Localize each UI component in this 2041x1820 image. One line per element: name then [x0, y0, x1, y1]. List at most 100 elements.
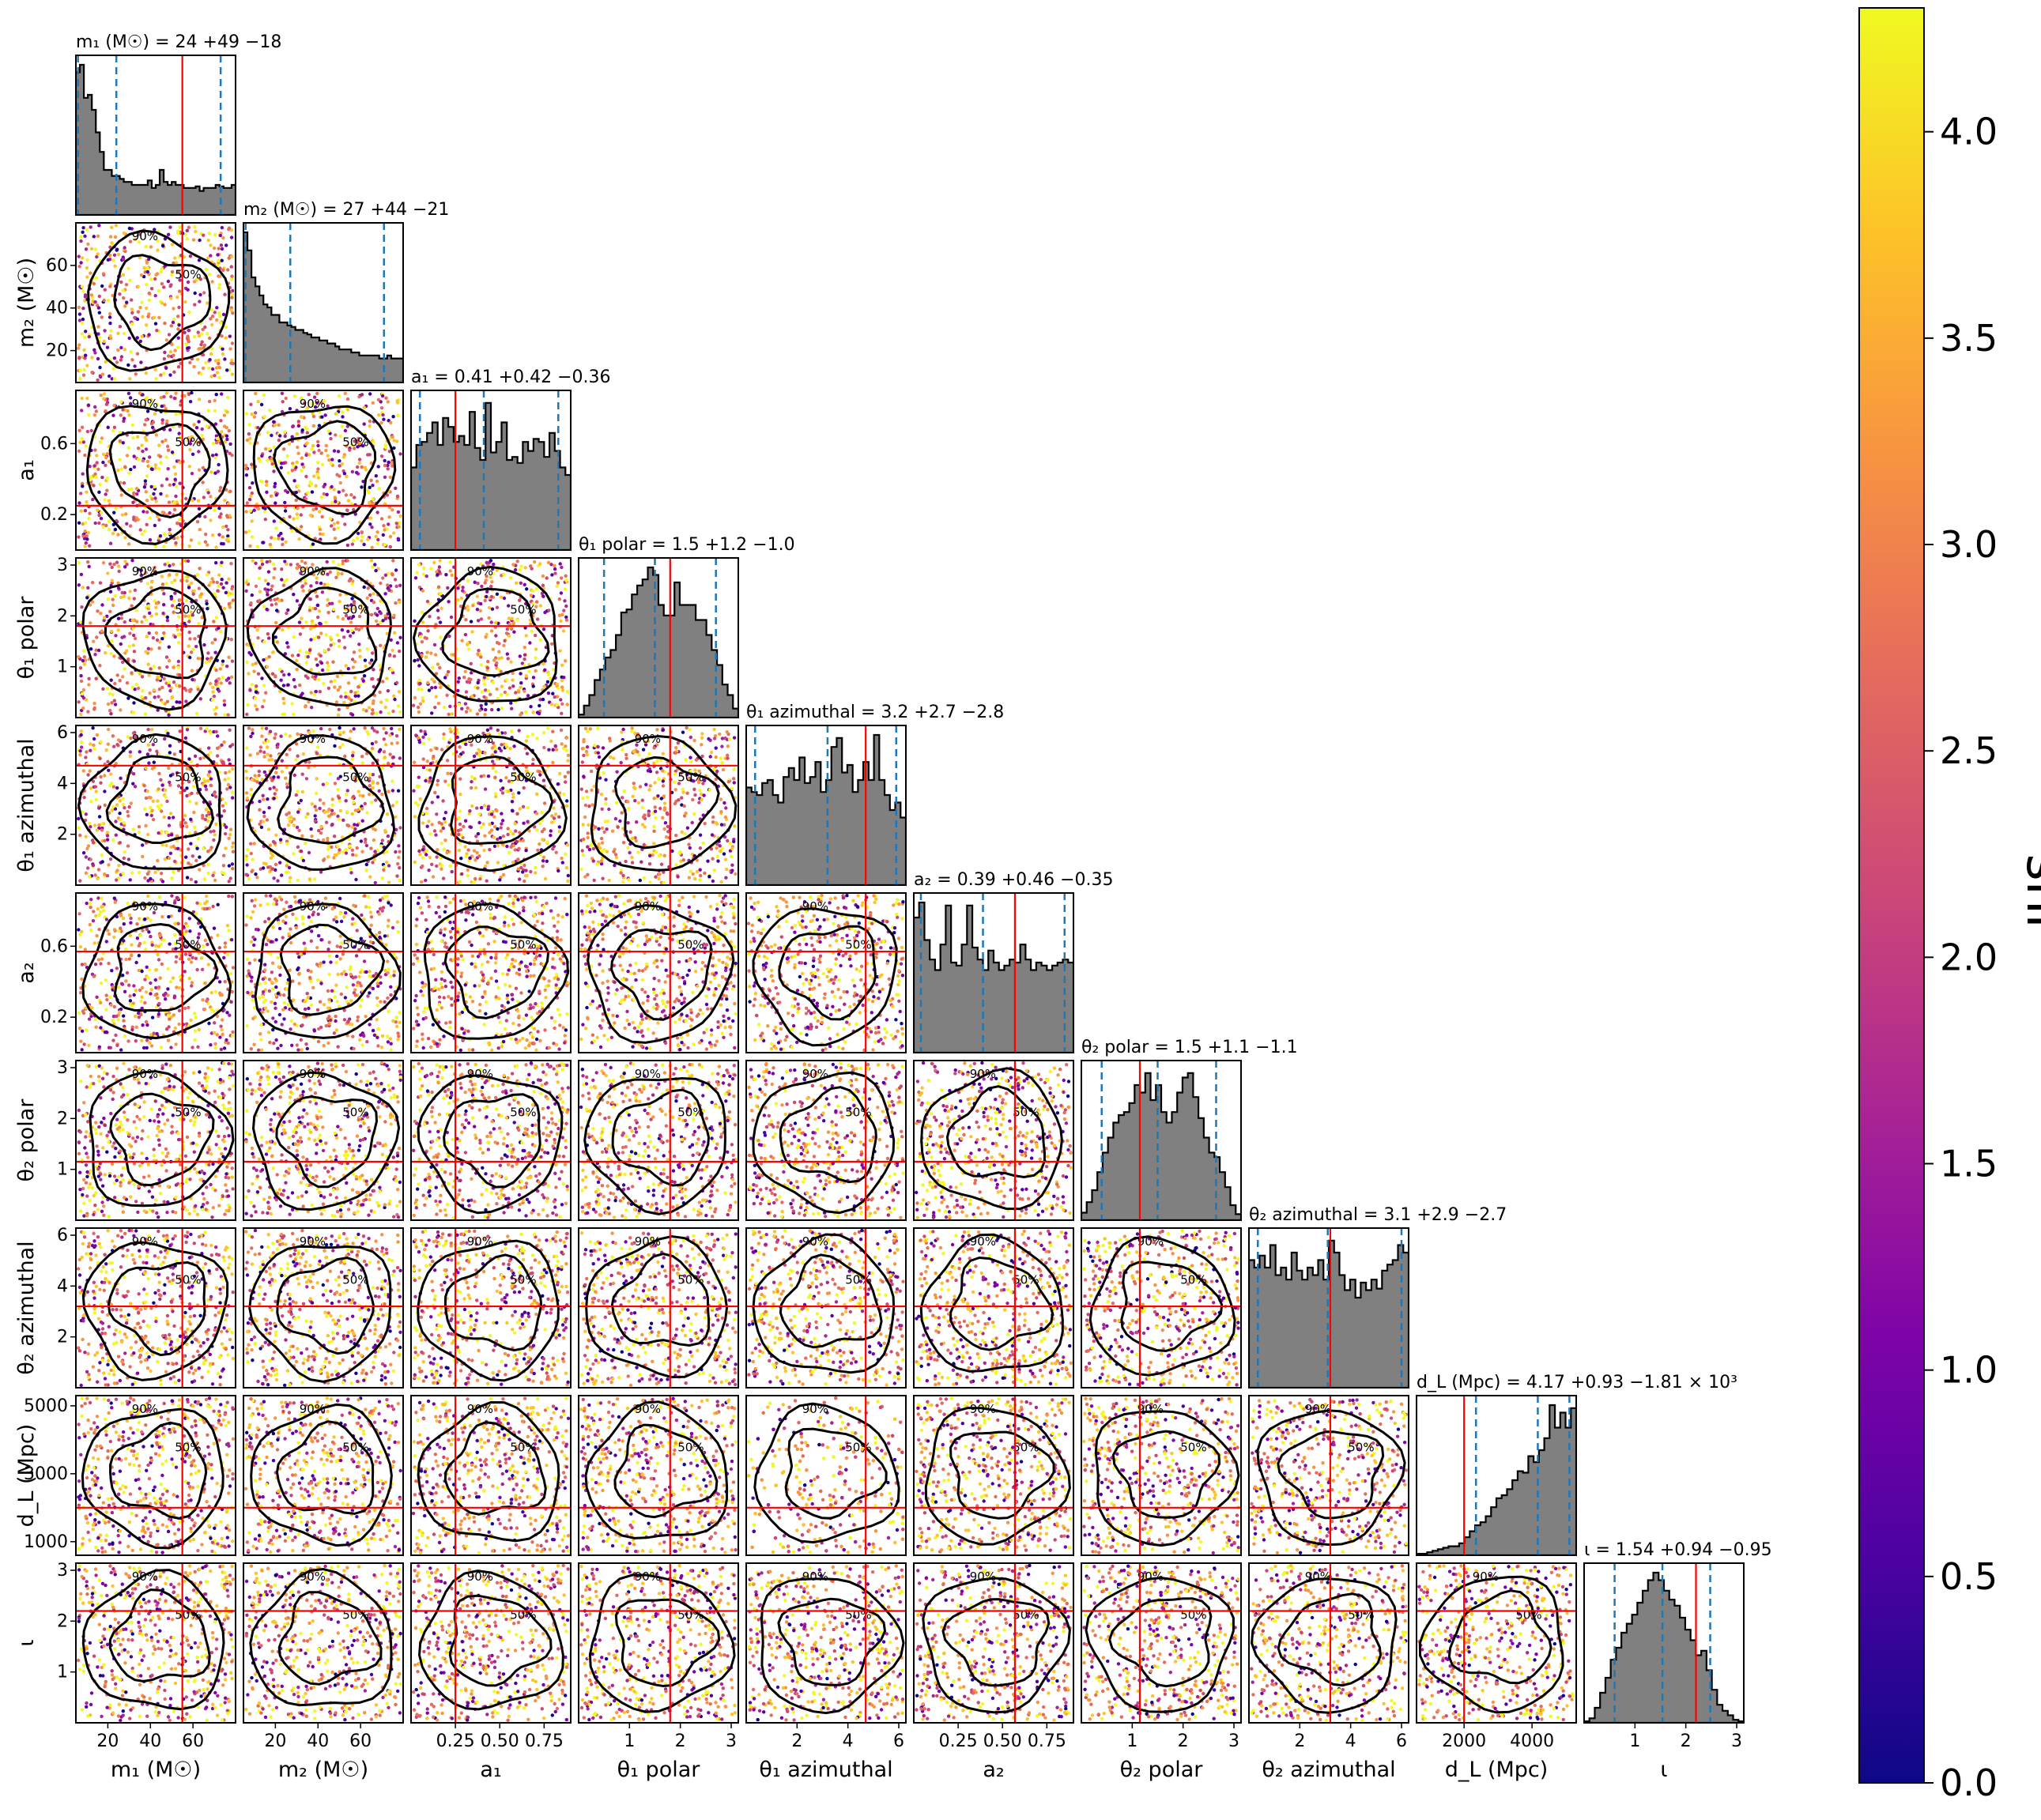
sample-point	[79, 733, 83, 737]
sample-point	[79, 239, 83, 243]
sample-point	[425, 650, 429, 654]
sample-point	[555, 682, 559, 686]
sample-point	[536, 617, 540, 621]
sample-point	[96, 648, 101, 653]
sample-point	[229, 265, 233, 269]
sample-point	[254, 661, 258, 665]
sample-point	[493, 750, 497, 754]
sample-point	[216, 734, 220, 738]
sample-point	[114, 507, 118, 511]
sample-point	[126, 857, 131, 861]
sample-point	[116, 533, 120, 537]
sample-point	[385, 631, 389, 635]
sample-point	[110, 241, 114, 245]
sample-point	[148, 700, 153, 704]
sample-point	[330, 845, 334, 850]
sample-point	[99, 774, 103, 779]
sample-point	[266, 797, 270, 801]
sample-point	[142, 784, 146, 788]
sample-point	[177, 431, 181, 435]
sample-point	[533, 825, 537, 829]
sample-point	[652, 829, 656, 834]
sample-point	[136, 686, 141, 691]
sample-point	[159, 778, 163, 782]
sample-point	[125, 563, 129, 567]
y-tick-label: 6	[57, 723, 68, 743]
sample-point	[100, 853, 104, 857]
sample-point	[379, 420, 383, 425]
sample-point	[191, 592, 195, 596]
sample-point	[105, 452, 110, 456]
sample-point	[105, 831, 110, 835]
sample-point	[231, 796, 235, 800]
sample-point	[274, 501, 277, 505]
sample-point	[523, 657, 526, 661]
sample-point	[373, 880, 377, 885]
sample-point	[523, 653, 527, 657]
sample-point	[468, 708, 473, 712]
sample-point	[206, 862, 210, 867]
sample-point	[415, 571, 419, 575]
sample-point	[417, 688, 421, 691]
sample-point	[159, 269, 163, 274]
sample-point	[489, 692, 492, 696]
sample-point	[383, 705, 387, 710]
sample-point	[175, 834, 179, 838]
sample-point	[162, 356, 167, 361]
sample-point	[546, 673, 551, 676]
sample-point	[412, 789, 416, 793]
sample-point	[264, 483, 269, 488]
sample-point	[185, 767, 190, 771]
sample-point	[164, 830, 168, 835]
sample-point	[310, 490, 315, 494]
sample-point	[561, 629, 566, 633]
sample-point	[484, 864, 488, 869]
sample-point	[86, 710, 90, 714]
sample-point	[129, 801, 133, 805]
sample-point	[588, 844, 592, 848]
sample-point	[79, 509, 83, 513]
sample-point	[713, 734, 718, 738]
sample-point	[250, 593, 254, 597]
sample-point	[145, 789, 149, 793]
sample-point	[191, 785, 196, 789]
sample-point	[345, 397, 350, 401]
sample-point	[183, 813, 187, 818]
sample-point	[165, 419, 169, 423]
sample-point	[485, 666, 490, 670]
sample-point	[640, 823, 645, 827]
sample-point	[343, 391, 347, 395]
sample-point	[346, 667, 350, 671]
sample-point	[507, 850, 511, 855]
sample-point	[148, 691, 152, 695]
sample-point	[205, 601, 209, 606]
sample-point	[299, 733, 303, 737]
sample-point	[198, 855, 202, 859]
sample-point	[556, 869, 560, 873]
sample-point	[263, 507, 267, 511]
contour-50	[104, 586, 206, 680]
sample-point	[123, 620, 126, 624]
sample-point	[466, 605, 470, 609]
sample-point	[89, 475, 93, 479]
sample-point	[265, 590, 270, 594]
sample-point	[392, 613, 396, 617]
sample-point	[160, 582, 165, 586]
sample-point	[194, 229, 198, 234]
sample-point	[77, 501, 81, 505]
sample-point	[326, 847, 330, 851]
sample-point	[257, 457, 261, 461]
sample-point	[336, 572, 340, 576]
sample-point	[436, 616, 440, 620]
sample-point	[430, 862, 434, 867]
sample-point	[290, 529, 294, 533]
sample-point	[108, 333, 112, 338]
sample-point	[254, 561, 258, 565]
sample-point	[143, 876, 147, 880]
sample-point	[396, 861, 400, 866]
sample-point	[345, 789, 349, 793]
panel-frame	[75, 390, 236, 551]
sample-point	[160, 281, 164, 286]
sample-point	[250, 869, 254, 874]
sample-point	[96, 325, 100, 329]
